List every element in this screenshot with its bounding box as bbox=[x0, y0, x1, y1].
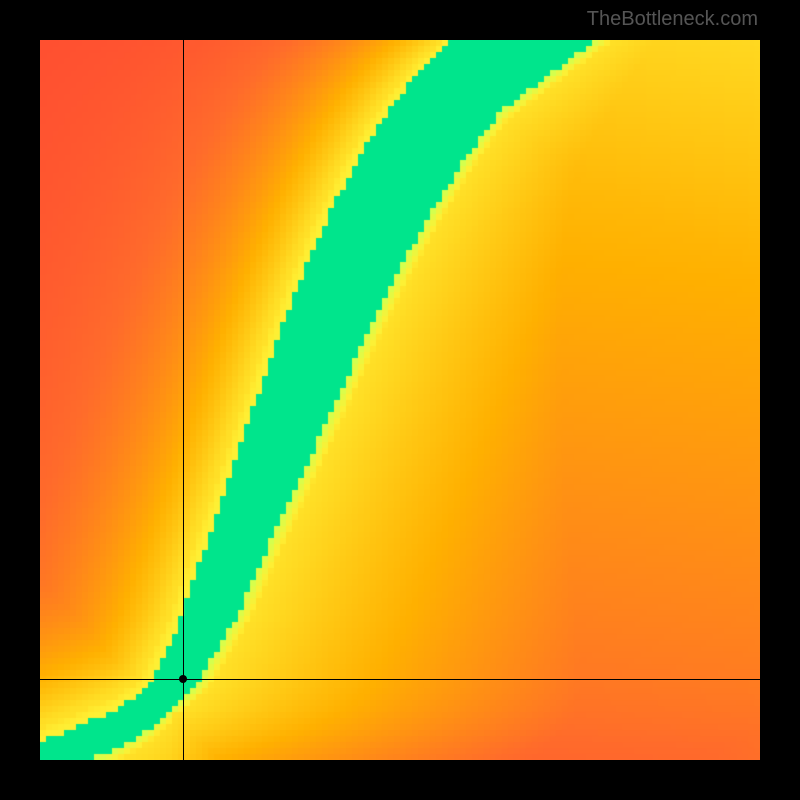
heatmap-canvas bbox=[40, 40, 760, 760]
watermark-text: TheBottleneck.com bbox=[587, 8, 758, 31]
crosshair-marker bbox=[179, 675, 187, 683]
crosshair-vertical bbox=[183, 40, 184, 760]
crosshair-horizontal bbox=[40, 679, 760, 680]
plot-area bbox=[40, 40, 760, 760]
